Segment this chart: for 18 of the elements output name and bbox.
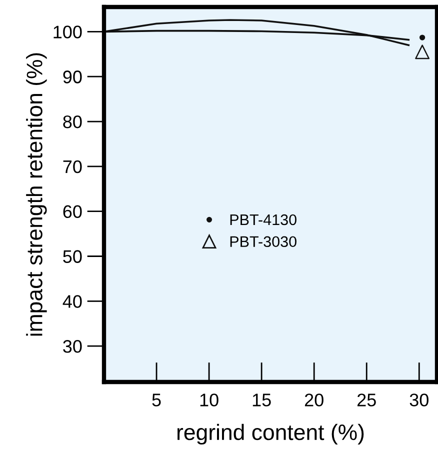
x-axis-title: regrind content (%) (177, 424, 364, 445)
y-tick-label: 80 (63, 115, 82, 128)
y-tick-label: 70 (63, 160, 82, 174)
legend-label: PBT-3030 (230, 236, 296, 248)
y-tick-label: 40 (62, 295, 82, 308)
y-tick-label: 60 (63, 205, 82, 218)
x-tick-label: 10 (200, 394, 218, 406)
x-tick-label: 25 (357, 394, 376, 406)
y-tick-label: 50 (63, 250, 82, 263)
x-tick-label: 5 (152, 394, 161, 406)
x-tick-label: 30 (410, 394, 428, 406)
y-tick-label: 90 (63, 70, 82, 84)
y-axis-title: impact strength retention (%) (26, 53, 47, 336)
y-tick-label: 30 (63, 340, 82, 353)
y-tick-label: 100 (54, 26, 82, 38)
legend-label: PBT-4130 (230, 214, 296, 226)
x-tick-label: 20 (304, 394, 324, 406)
x-tick-label: 15 (252, 394, 271, 406)
